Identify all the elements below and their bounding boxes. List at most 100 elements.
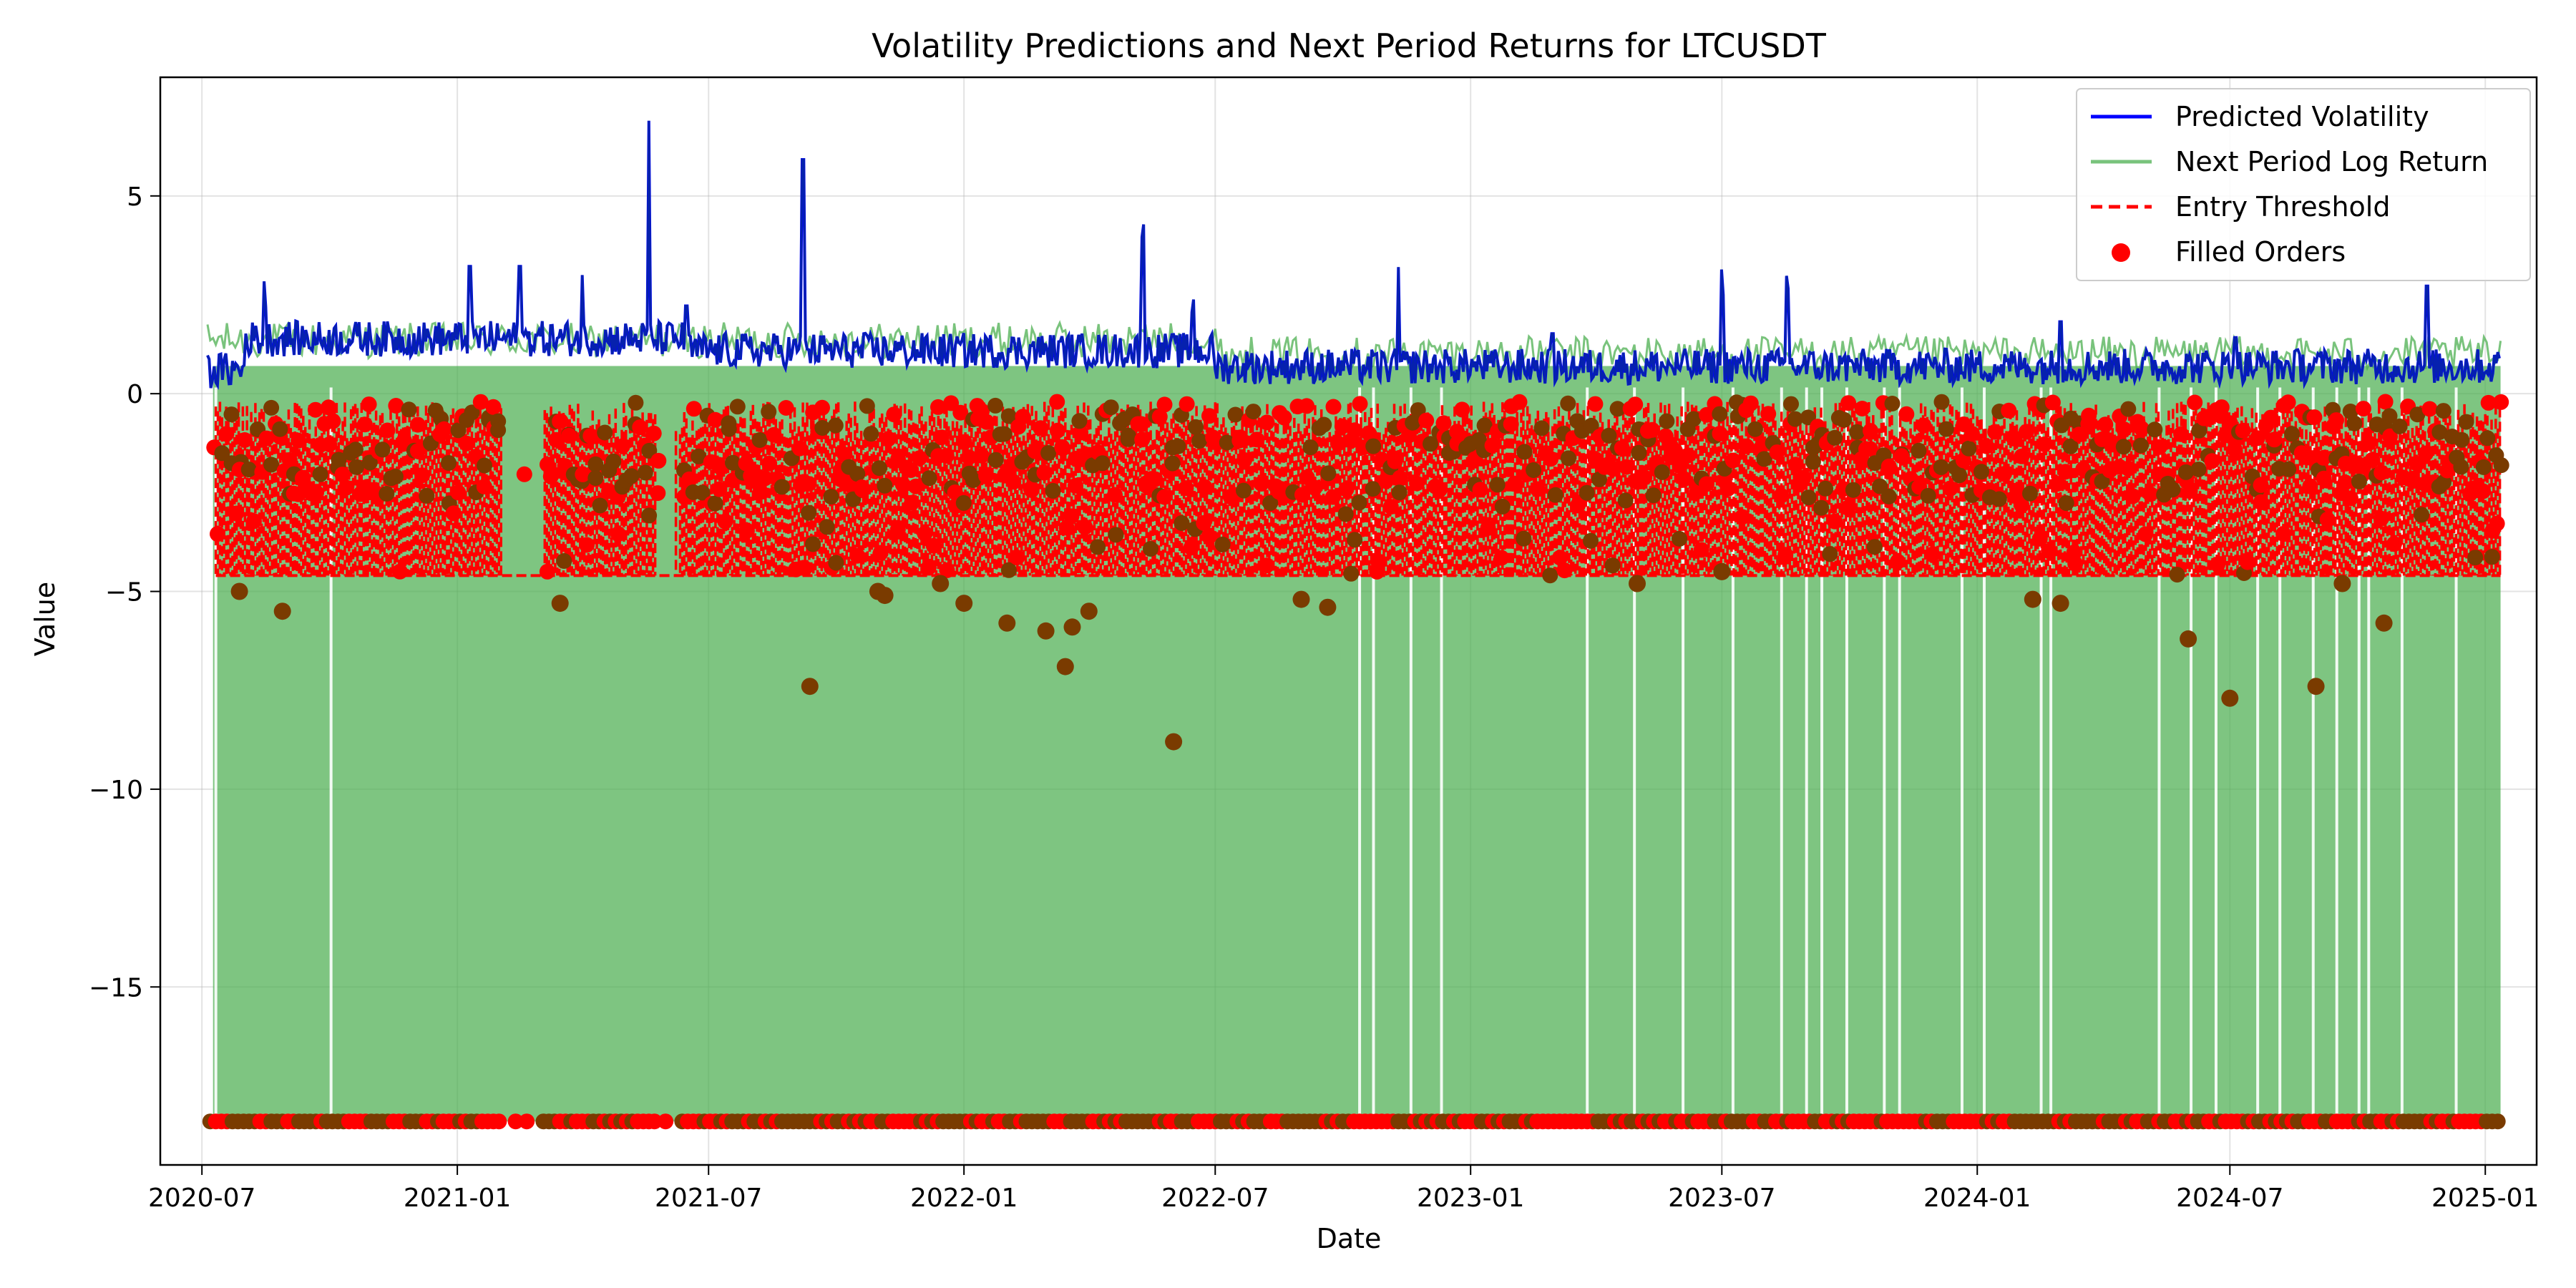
filled-order-point <box>987 397 1004 414</box>
filled-order-point <box>1924 547 1941 562</box>
next-period-log-return-gap <box>2157 387 2161 1122</box>
filled-order-point <box>1077 519 1093 535</box>
filled-order-point <box>2328 412 2344 429</box>
filled-order-point <box>1236 482 1252 499</box>
filled-order-point <box>1961 440 1977 457</box>
filled-order-point <box>307 401 323 418</box>
next-period-log-return-gap <box>1805 387 1808 1122</box>
next-period-log-return-gap <box>1440 387 1443 1122</box>
filled-order-point <box>1000 408 1017 424</box>
filled-order-point <box>2302 478 2318 494</box>
filled-order-point <box>263 399 280 416</box>
filled-order-point <box>2436 474 2451 491</box>
x-tick-label: 2023-07 <box>1668 1184 1775 1213</box>
filled-order-point <box>1045 482 1061 499</box>
filled-order-point <box>1724 452 1741 469</box>
filled-order-point <box>210 526 225 542</box>
filled-order-point <box>1795 469 1811 486</box>
x-tick-label: 2021-01 <box>404 1184 511 1213</box>
filled-order-point <box>859 398 875 414</box>
filled-order-point <box>2373 510 2389 527</box>
filled-order-point <box>711 481 728 497</box>
filled-order-point <box>1068 451 1084 467</box>
filled-order-point <box>849 466 866 482</box>
filled-order-point <box>912 450 928 467</box>
x-tick-label: 2021-07 <box>655 1184 762 1213</box>
next-period-log-return-gap <box>1358 387 1362 1122</box>
filled-order-point <box>1659 413 1675 429</box>
filled-order-point <box>458 435 474 452</box>
filled-order-point <box>828 555 844 571</box>
filled-order-point <box>409 416 426 433</box>
filled-order-point <box>819 519 835 535</box>
legend-swatch-filled-orders <box>2112 243 2130 262</box>
filled-order-point <box>519 1113 535 1130</box>
filled-order-point <box>321 436 338 453</box>
filled-order-point <box>1756 451 1772 467</box>
filled-order-point <box>1777 547 1794 563</box>
filled-order-point <box>2364 452 2381 468</box>
next-period-log-return-gap <box>1409 387 1413 1122</box>
filled-order-point <box>1645 487 1662 504</box>
filled-order-point <box>791 440 808 457</box>
filled-order-point <box>1693 542 1709 558</box>
filled-order-outlier <box>2024 590 2041 608</box>
filled-order-point <box>516 466 532 482</box>
filled-order-point <box>1672 531 1687 547</box>
filled-order-point <box>561 427 577 444</box>
filled-order-point <box>2124 488 2141 504</box>
filled-order-point <box>2227 441 2243 457</box>
filled-order-point <box>1164 455 1181 472</box>
filled-order-point <box>1529 481 1546 497</box>
filled-order-point <box>978 468 995 484</box>
filled-order-point <box>952 404 969 421</box>
filled-order-point <box>996 426 1013 442</box>
filled-order-point <box>2306 409 2323 426</box>
filled-order-point <box>2493 394 2509 410</box>
filled-order-point <box>1916 417 1932 434</box>
filled-order-point <box>2235 422 2251 439</box>
legend-label-filled-orders: Filled Orders <box>2175 236 2346 268</box>
next-period-log-return-gap <box>1983 387 1986 1122</box>
filled-order-point <box>1107 487 1123 503</box>
filled-order-point <box>886 406 902 423</box>
x-tick-label: 2024-01 <box>1923 1184 2031 1213</box>
filled-order-point <box>2453 459 2469 475</box>
filled-order-point <box>2137 526 2154 542</box>
filled-order-point <box>2094 431 2110 447</box>
filled-order-point <box>2196 410 2212 426</box>
filled-order-point <box>1316 416 1332 433</box>
filled-order-point <box>2071 426 2087 443</box>
filled-order-point <box>2489 515 2505 532</box>
filled-order-point <box>556 553 572 569</box>
filled-order-point <box>1609 401 1626 417</box>
filled-order-point <box>1699 406 1715 423</box>
filled-order-point <box>805 536 821 552</box>
filled-order-point <box>1000 562 1017 578</box>
y-tick-label: −15 <box>89 973 143 1002</box>
filled-order-point <box>1813 499 1830 516</box>
filled-order-point <box>632 419 648 436</box>
filled-order-outlier <box>1292 590 1310 608</box>
filled-order-point <box>1015 409 1031 425</box>
filled-order-point <box>2409 406 2426 423</box>
filled-order-point <box>796 560 813 577</box>
filled-order-outlier <box>1080 602 1098 620</box>
filled-order-point <box>904 494 920 511</box>
filled-order-point <box>1377 472 1394 488</box>
filled-order-point <box>1156 489 1173 505</box>
filled-order-point <box>2253 477 2269 493</box>
filled-order-point <box>961 449 977 465</box>
filled-order-point <box>312 466 328 482</box>
filled-order-point <box>587 470 604 487</box>
next-period-log-return-gap <box>1372 387 1375 1122</box>
filled-order-point <box>814 420 831 436</box>
filled-order-point <box>1054 439 1070 455</box>
filled-order-point <box>401 401 417 418</box>
filled-order-point <box>1587 396 1604 412</box>
filled-order-point <box>2275 526 2292 542</box>
filled-order-point <box>908 478 924 494</box>
filled-order-point <box>761 455 778 472</box>
